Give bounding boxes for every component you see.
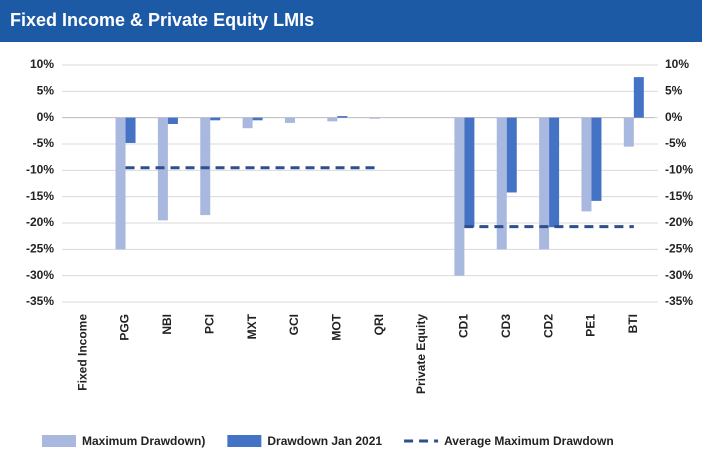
x-tick-label: Private Equity <box>414 314 428 394</box>
y2-tick-label: 0% <box>665 110 683 124</box>
legend-label: Drawdown Jan 2021 <box>267 434 382 448</box>
y2-tick-label: -25% <box>665 242 693 256</box>
bar <box>549 117 560 228</box>
bar <box>464 117 475 228</box>
x-tick-label: PCI <box>202 314 216 334</box>
bar <box>125 117 136 143</box>
y-tick-label: 5% <box>37 84 55 98</box>
y2-tick-label: -35% <box>665 294 693 308</box>
bar <box>539 117 550 250</box>
x-tick-label: BTI <box>626 314 640 333</box>
y2-tick-label: -15% <box>665 189 693 203</box>
y2-tick-label: 5% <box>665 84 683 98</box>
x-tick-label: NBI <box>160 314 174 335</box>
y-tick-label: -5% <box>33 136 55 150</box>
y-tick-label: -15% <box>26 189 54 203</box>
x-tick-label: PE1 <box>584 314 598 337</box>
y2-tick-label: -10% <box>665 163 693 177</box>
bar <box>252 117 263 121</box>
x-tick-label: CD1 <box>457 314 471 338</box>
y2-tick-label: 10% <box>665 57 689 71</box>
bar <box>633 77 644 118</box>
average-line <box>125 166 634 229</box>
bar <box>327 117 338 122</box>
bar <box>369 117 380 119</box>
bar <box>115 117 126 250</box>
y2-tick-label: -5% <box>665 136 687 150</box>
y-tick-label: -35% <box>26 294 54 308</box>
header-bar: Fixed Income & Private Equity LMIs <box>0 0 702 42</box>
x-tick-label: MXT <box>245 313 259 339</box>
bar <box>337 116 348 118</box>
bar <box>210 117 221 121</box>
bar <box>623 117 634 147</box>
y-tick-label: -20% <box>26 215 54 229</box>
x-tick-label: PGG <box>118 314 132 341</box>
x-tick-label: MOT <box>329 313 343 340</box>
bar <box>581 117 592 212</box>
y2-tick-label: -20% <box>665 215 693 229</box>
y-tick-label: 10% <box>30 57 54 71</box>
legend-swatch <box>227 435 262 447</box>
y-tick-label: -30% <box>26 268 54 282</box>
bar <box>496 117 507 250</box>
y-tick-label: -25% <box>26 242 54 256</box>
bar <box>242 117 253 129</box>
bar <box>167 117 178 124</box>
bar <box>284 117 295 123</box>
x-tick-label: GCI <box>287 314 301 335</box>
bar <box>591 117 602 201</box>
bar <box>454 117 465 276</box>
legend-label: Maximum Drawdown) <box>82 434 205 448</box>
legend-label: Average Maximum Drawdown <box>444 434 614 448</box>
x-tick-label: QRI <box>372 314 386 335</box>
legend-swatch <box>42 435 76 447</box>
chart-title: Fixed Income & Private Equity LMIs <box>10 10 315 30</box>
y-tick-label: -10% <box>26 163 54 177</box>
y2-tick-label: -30% <box>665 268 693 282</box>
bar <box>506 117 517 193</box>
x-tick-label: CD3 <box>499 314 513 338</box>
x-tick-label: CD2 <box>541 314 555 338</box>
y-tick-label: 0% <box>37 110 55 124</box>
x-tick-label: Fixed Income <box>75 314 89 391</box>
